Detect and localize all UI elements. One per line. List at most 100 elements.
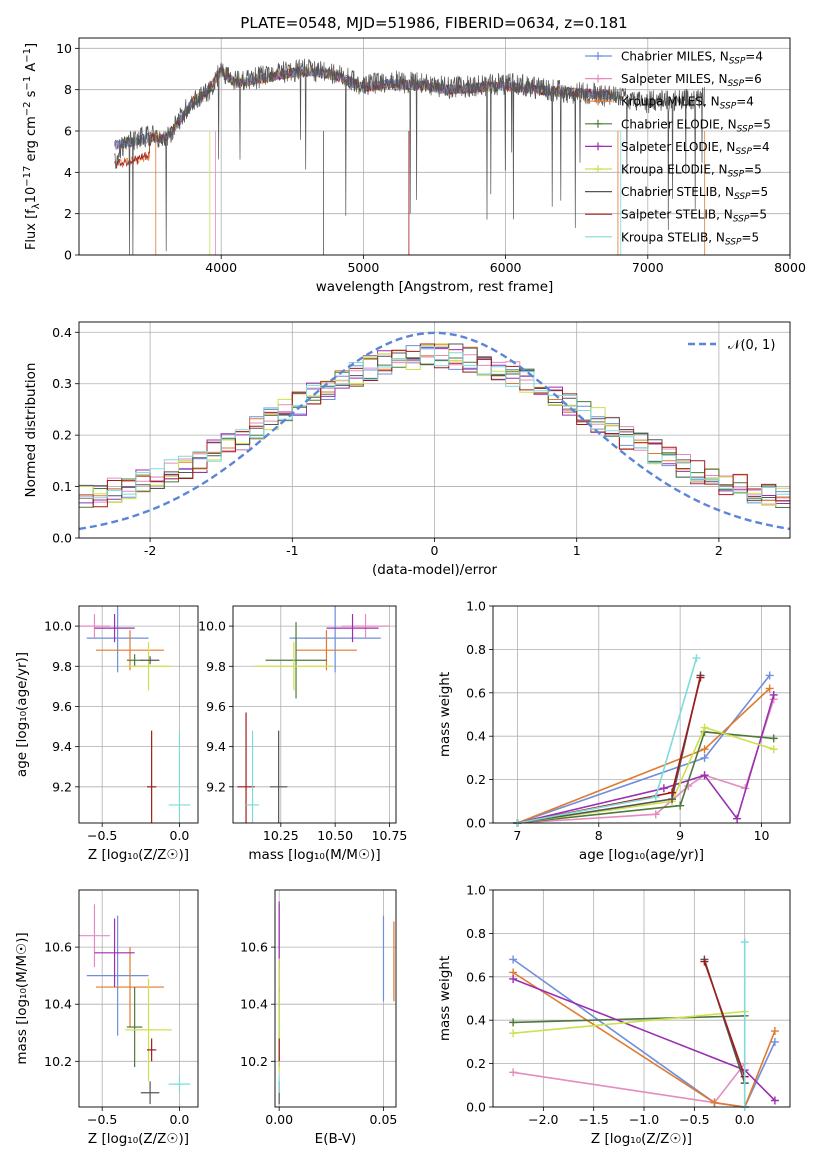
y-label-part: erg cm bbox=[24, 116, 39, 165]
histogram-kroupa-stelib bbox=[79, 346, 790, 499]
axes-frame bbox=[78, 321, 791, 539]
x-tick-label: 0.0 bbox=[170, 828, 190, 843]
series-kroupa-stelib bbox=[740, 938, 749, 1111]
series-marker bbox=[659, 784, 668, 793]
series-marker bbox=[770, 1037, 779, 1046]
spectrum-lines bbox=[114, 58, 706, 255]
y-label-part: −2 bbox=[22, 101, 33, 116]
x-tick-label: 0.00 bbox=[265, 1112, 293, 1127]
legend-entry: Chabrier STELIB, NSSP=5 bbox=[585, 185, 768, 202]
x-tick-label: 8000 bbox=[774, 260, 806, 275]
legend-subscript: SSP bbox=[720, 102, 737, 112]
legend-count: =5 bbox=[751, 185, 769, 199]
series-marker bbox=[676, 801, 685, 810]
x-tick-label: 4000 bbox=[205, 260, 237, 275]
legend-label: Salpeter ELODIE, NSSP=4 bbox=[621, 140, 770, 157]
series-marker bbox=[770, 1027, 779, 1036]
legend-subscript: SSP bbox=[728, 79, 745, 89]
legend-text: Chabrier MILES, N bbox=[621, 50, 729, 64]
x-tick-label: 0.0 bbox=[170, 1112, 190, 1127]
y-axis-label: age [log₁₀(age/yr)] bbox=[14, 652, 30, 777]
x-tick-label: −0.5 bbox=[87, 1112, 117, 1127]
y-tick-label: 9.6 bbox=[206, 699, 226, 714]
series-salpeter-stelib bbox=[513, 673, 705, 827]
x-tick-label: −1.0 bbox=[629, 1112, 659, 1127]
histogram-layer bbox=[79, 331, 790, 531]
x-tick-label: -1 bbox=[286, 543, 298, 558]
series-line bbox=[517, 674, 771, 824]
errorbar-point bbox=[246, 730, 260, 823]
errorbar-point bbox=[296, 630, 357, 671]
grid bbox=[79, 890, 198, 1107]
figure-title: PLATE=0548, MJD=51986, FIBERID=0634, z=0… bbox=[240, 14, 627, 32]
errorbar-point bbox=[254, 642, 333, 691]
errorbar-point bbox=[147, 1038, 157, 1062]
errorbar-layer bbox=[79, 904, 191, 1105]
legend-count: =4 bbox=[752, 140, 770, 154]
residual-panel: -2 -1 0 1 2 0.0 0.1 0.2 0.3 0.4 (data-model)/error… bbox=[23, 321, 791, 578]
series-marker bbox=[700, 723, 709, 732]
y-axis-label: mass [log₁₀(M/M☉)] bbox=[14, 932, 30, 1064]
x-tick-label: 6000 bbox=[490, 260, 522, 275]
x-tick-label: 8 bbox=[595, 828, 603, 843]
y-tick-label: 9.2 bbox=[52, 779, 72, 794]
y-tick-label: 10.4 bbox=[240, 997, 268, 1012]
legend-label: Salpeter STELIB, NSSP=5 bbox=[621, 208, 767, 225]
errorbar-point bbox=[94, 614, 135, 643]
series-marker bbox=[765, 684, 774, 693]
series-marker bbox=[509, 974, 518, 983]
x-tick-label: 9 bbox=[676, 828, 684, 843]
legend-label: Chabrier ELODIE, NSSP=5 bbox=[621, 117, 771, 134]
legend-label: Chabrier MILES, NSSP=4 bbox=[621, 50, 763, 67]
y-tick-label: 6 bbox=[64, 124, 72, 139]
series-line bbox=[512, 971, 776, 1108]
y-tick-label: 0.8 bbox=[466, 926, 486, 941]
grid bbox=[275, 890, 396, 1107]
legend-text: Kroupa STELIB, N bbox=[621, 230, 725, 244]
errorbar-point bbox=[125, 978, 172, 1082]
axes-frame bbox=[78, 889, 199, 1108]
y-tick-label: 0.0 bbox=[466, 1100, 486, 1115]
errorbar-layer bbox=[237, 606, 390, 823]
errorbar-point bbox=[96, 947, 164, 1028]
x-tick-label: 10 bbox=[754, 828, 770, 843]
legend-subscript: SSP bbox=[737, 124, 754, 134]
legend-subscript: SSP bbox=[725, 237, 742, 247]
series-marker bbox=[509, 1029, 518, 1038]
legend-entry: Chabrier ELODIE, NSSP=5 bbox=[585, 117, 771, 134]
legend-marker bbox=[594, 165, 602, 173]
x-axis-label: Z [log₁₀(Z/Z☉)] bbox=[88, 1131, 189, 1147]
x-tick-label: 2 bbox=[715, 543, 723, 558]
y-tick-label: 10.2 bbox=[240, 1054, 268, 1069]
legend-entry: Kroupa STELIB, NSSP=5 bbox=[585, 230, 759, 247]
errorbar-point bbox=[168, 730, 191, 823]
series-marker bbox=[696, 673, 705, 682]
legend-count: =5 bbox=[749, 208, 767, 222]
legend-text: Kroupa ELODIE, N bbox=[621, 163, 728, 177]
errorbar-point bbox=[126, 654, 143, 667]
y-tick-label: 2 bbox=[64, 206, 72, 221]
errorbar-point bbox=[341, 614, 390, 639]
axes-frame bbox=[492, 889, 791, 1108]
errorbar-point bbox=[94, 918, 135, 988]
x-axis-label: E(B-V) bbox=[315, 1131, 357, 1147]
axes-frame bbox=[232, 605, 397, 824]
series-salpeter-elodie bbox=[513, 690, 778, 827]
series-marker bbox=[509, 1068, 518, 1077]
y-label-part: s bbox=[24, 90, 39, 101]
y-tick-label: 0.8 bbox=[466, 642, 486, 657]
y-tick-label: 0.3 bbox=[52, 376, 72, 391]
legend-marker bbox=[594, 142, 602, 151]
errorbar-point bbox=[79, 614, 110, 639]
y-tick-label: 1.0 bbox=[466, 599, 486, 614]
legend-subscript: SSP bbox=[734, 192, 751, 202]
errorbar-point bbox=[86, 915, 149, 1036]
legend-count: =5 bbox=[753, 117, 771, 131]
series-marker bbox=[769, 734, 778, 743]
legend-count: =5 bbox=[744, 163, 762, 177]
errorbar-point bbox=[79, 904, 110, 968]
y-tick-label: 9.8 bbox=[52, 659, 72, 674]
y-label-part: −1 bbox=[22, 48, 33, 63]
x-tick-label: 0.0 bbox=[735, 1112, 755, 1127]
